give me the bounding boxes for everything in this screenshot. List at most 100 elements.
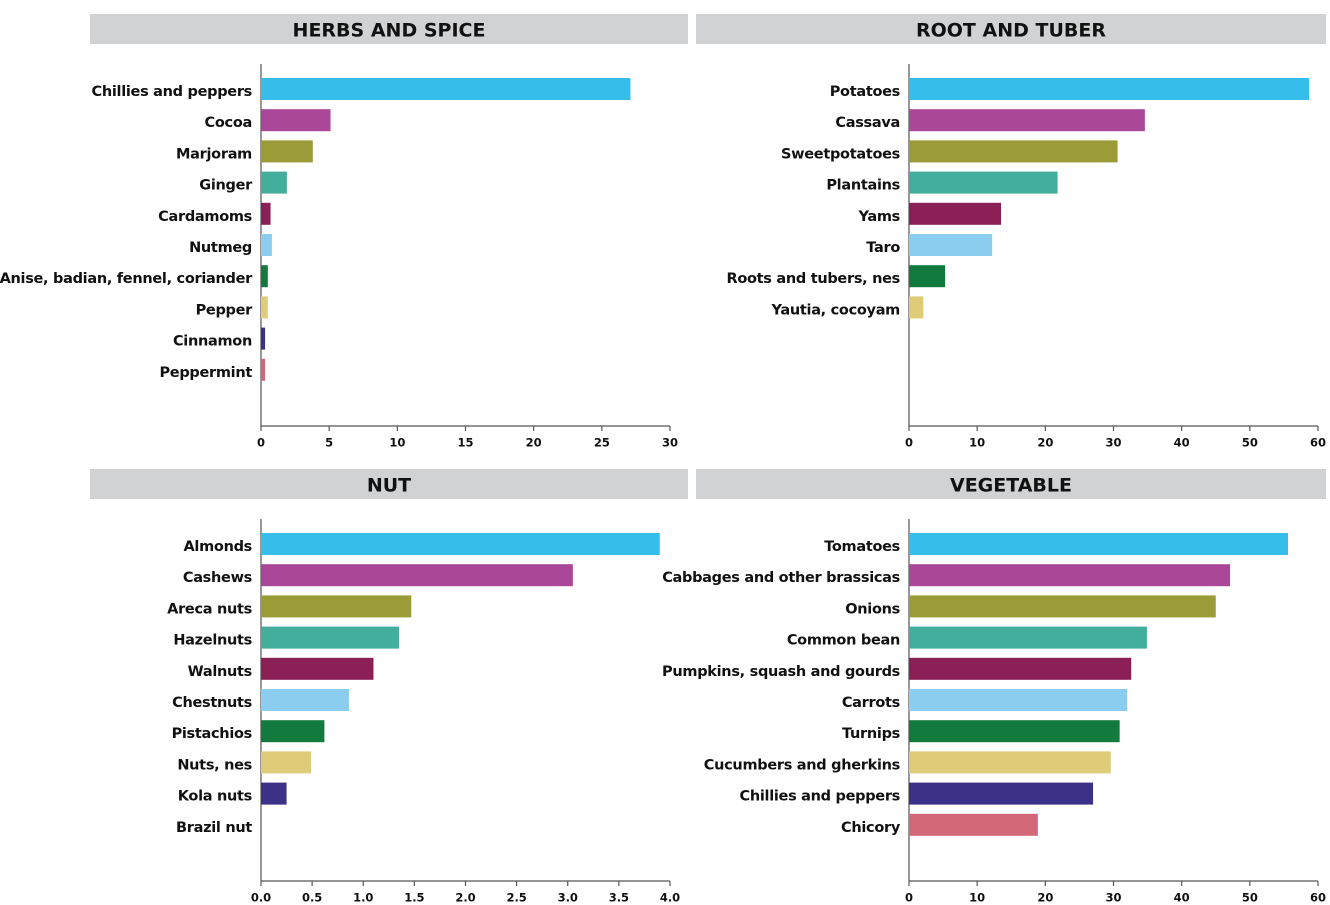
category-label: Anise, badian, fennel, coriander bbox=[0, 271, 253, 287]
bar bbox=[261, 564, 573, 587]
category-label: Chillies and peppers bbox=[740, 789, 900, 805]
bar bbox=[909, 533, 1289, 555]
bar bbox=[261, 595, 412, 618]
bar bbox=[909, 265, 946, 288]
category-label: Nutmeg bbox=[189, 240, 252, 256]
panel-header bbox=[90, 14, 688, 44]
category-label: Walnuts bbox=[188, 664, 252, 680]
x-tick-label: 3.5 bbox=[609, 891, 629, 905]
bar bbox=[909, 689, 1128, 711]
x-tick-label: 20 bbox=[1037, 891, 1053, 905]
panel-header bbox=[696, 14, 1326, 44]
category-label: Yautia, cocoyam bbox=[771, 302, 900, 318]
chart-title: VEGETABLE bbox=[950, 475, 1072, 497]
x-tick-label: 5 bbox=[325, 436, 333, 450]
category-label: Pistachios bbox=[172, 726, 252, 742]
bar bbox=[909, 171, 1058, 194]
category-label: Kola nuts bbox=[178, 789, 252, 805]
bar bbox=[909, 140, 1118, 163]
chart-title: HERBS AND SPICE bbox=[293, 20, 486, 42]
x-tick-label: 0 bbox=[257, 436, 265, 450]
category-label: Potatoes bbox=[830, 84, 900, 100]
x-tick-label: 10 bbox=[969, 436, 985, 450]
bar bbox=[909, 109, 1145, 132]
x-tick-label: 20 bbox=[526, 436, 542, 450]
category-label: Onions bbox=[845, 601, 900, 617]
x-tick-label: 15 bbox=[457, 436, 473, 450]
x-tick-label: 0 bbox=[905, 436, 913, 450]
category-label: Plantains bbox=[826, 178, 900, 194]
bar bbox=[909, 564, 1231, 587]
category-label: Cocoa bbox=[205, 115, 252, 131]
category-label: Sweetpotatoes bbox=[781, 146, 900, 162]
category-label: Cashews bbox=[183, 570, 252, 586]
category-label: Chillies and peppers bbox=[92, 84, 252, 100]
chart-title: NUT bbox=[367, 475, 411, 497]
category-label: Taro bbox=[866, 240, 900, 256]
bar bbox=[261, 689, 349, 711]
bar bbox=[261, 265, 268, 288]
bar bbox=[261, 171, 287, 194]
category-label: Nuts, nes bbox=[177, 757, 252, 773]
x-tick-label: 30 bbox=[1105, 891, 1121, 905]
x-tick-label: 60 bbox=[1310, 891, 1326, 905]
category-label: Cabbages and other brassicas bbox=[662, 570, 900, 586]
x-tick-label: 50 bbox=[1242, 436, 1258, 450]
bar bbox=[261, 751, 312, 774]
bar bbox=[261, 327, 266, 350]
bar bbox=[261, 234, 272, 256]
x-tick-label: 3.0 bbox=[558, 891, 578, 905]
bar bbox=[261, 296, 268, 319]
category-label: Peppermint bbox=[159, 365, 252, 381]
bar bbox=[261, 626, 400, 649]
x-tick-label: 1.5 bbox=[404, 891, 424, 905]
category-label: Cassava bbox=[835, 115, 900, 131]
category-label: Tomatoes bbox=[824, 539, 900, 555]
bar bbox=[909, 595, 1216, 618]
category-label: Brazil nut bbox=[176, 820, 252, 836]
bar bbox=[261, 533, 660, 555]
x-tick-label: 25 bbox=[594, 436, 610, 450]
bar bbox=[909, 626, 1147, 649]
category-label: Chicory bbox=[841, 820, 901, 836]
category-label: Cucumbers and gherkins bbox=[704, 757, 900, 773]
x-tick-label: 2.5 bbox=[506, 891, 526, 905]
category-label: Carrots bbox=[842, 695, 900, 711]
bar bbox=[261, 720, 325, 743]
bar bbox=[909, 813, 1038, 836]
category-label: Chestnuts bbox=[172, 695, 252, 711]
x-tick-label: 40 bbox=[1174, 891, 1190, 905]
x-tick-label: 50 bbox=[1242, 891, 1258, 905]
bar bbox=[261, 78, 631, 100]
bar bbox=[261, 782, 287, 805]
bar bbox=[261, 109, 331, 132]
category-label: Almonds bbox=[184, 539, 253, 555]
x-tick-label: 40 bbox=[1174, 436, 1190, 450]
x-tick-label: 0.5 bbox=[302, 891, 322, 905]
bar bbox=[909, 78, 1310, 100]
chart-title: ROOT AND TUBER bbox=[916, 20, 1106, 42]
bar bbox=[909, 657, 1132, 680]
bar bbox=[261, 358, 266, 381]
x-tick-label: 20 bbox=[1037, 436, 1053, 450]
bar bbox=[261, 202, 271, 225]
bar bbox=[909, 234, 993, 256]
category-label: Pepper bbox=[196, 302, 254, 318]
bar bbox=[909, 296, 924, 319]
x-tick-label: 30 bbox=[1105, 436, 1121, 450]
x-tick-label: 0.0 bbox=[251, 891, 271, 905]
category-label: Cardamoms bbox=[158, 209, 252, 225]
category-label: Pumpkins, squash and gourds bbox=[662, 664, 900, 680]
x-tick-label: 1.0 bbox=[353, 891, 373, 905]
bar bbox=[261, 657, 374, 680]
category-label: Cinnamon bbox=[173, 334, 252, 350]
category-label: Common bean bbox=[787, 633, 900, 649]
panel-header bbox=[696, 469, 1326, 499]
panel-header bbox=[90, 469, 688, 499]
bar bbox=[261, 140, 313, 163]
x-tick-label: 10 bbox=[389, 436, 405, 450]
bar bbox=[909, 720, 1120, 743]
x-tick-label: 2.0 bbox=[455, 891, 475, 905]
bar bbox=[909, 782, 1094, 805]
